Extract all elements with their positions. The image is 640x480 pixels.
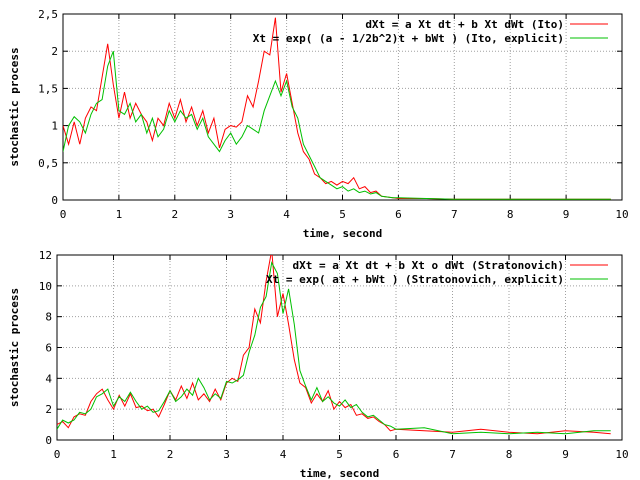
chart2-xtick-label-9: 9 xyxy=(562,448,569,461)
chart2-ytick-label-0: 0 xyxy=(45,434,52,447)
chart2-legend-label-2: Xt = exp( at + bWt ) (Stratonovich, expl… xyxy=(266,273,564,286)
chart1-xtick-label-3: 3 xyxy=(227,208,234,221)
chart2-ytick-label-1: 2 xyxy=(45,403,52,416)
chart2-xtick-label-4: 4 xyxy=(280,448,287,461)
chart1-xtick-label-4: 4 xyxy=(283,208,290,221)
chart2-ytick-label-3: 6 xyxy=(45,342,52,355)
chart2-xtick-label-6: 6 xyxy=(393,448,400,461)
chart2-xtick-label-1: 1 xyxy=(110,448,117,461)
chart1-ytick-label-3: 1,5 xyxy=(38,82,58,95)
chart1-xtick-label-1: 1 xyxy=(116,208,123,221)
chart2-ytick-label-4: 8 xyxy=(45,311,52,324)
chart1-xtick-label-9: 9 xyxy=(563,208,570,221)
chart1-xtick-label-10: 10 xyxy=(615,208,628,221)
chart1-xtick-label-6: 6 xyxy=(395,208,402,221)
chart1-legend-label-1: dXt = a Xt dt + b Xt dWt (Ito) xyxy=(365,18,564,31)
chart1-ytick-label-0: 0 xyxy=(51,194,58,207)
chart2-legend-label-1: dXt = a Xt dt + b Xt o dWt (Stratonovich… xyxy=(292,259,564,272)
chart2-xtick-label-5: 5 xyxy=(336,448,343,461)
chart2-ylabel: stochastic process xyxy=(8,288,21,407)
chart2-xtick-label-8: 8 xyxy=(506,448,513,461)
chart1-xtick-label-2: 2 xyxy=(171,208,178,221)
chart2-series-2-line xyxy=(57,261,611,435)
chart1-ylabel: stochastic process xyxy=(8,47,21,166)
chart1-xtick-label-7: 7 xyxy=(451,208,458,221)
chart1-xlabel: time, second xyxy=(303,227,382,240)
chart1-ytick-label-5: 2,5 xyxy=(38,8,58,21)
chart2-xtick-label-3: 3 xyxy=(223,448,230,461)
chart1-series-2-line xyxy=(63,51,611,200)
chart1-ytick-label-2: 1 xyxy=(51,120,58,133)
chart1-xtick-label-5: 5 xyxy=(339,208,346,221)
chart2-xtick-label-2: 2 xyxy=(167,448,174,461)
chart1-xtick-label-0: 0 xyxy=(60,208,67,221)
chart2-xtick-label-7: 7 xyxy=(449,448,456,461)
chart2-ytick-label-2: 4 xyxy=(45,372,52,385)
chart1-ytick-label-1: 0,5 xyxy=(38,157,58,170)
chart2-xtick-label-0: 0 xyxy=(54,448,61,461)
chart2-xlabel: time, second xyxy=(300,467,379,480)
chart1-ytick-label-4: 2 xyxy=(51,45,58,58)
chart1-legend-label-2: Xt = exp( (a - 1/2b^2)t + bWt ) (Ito, ex… xyxy=(253,32,564,45)
chart2-ytick-label-5: 10 xyxy=(39,280,52,293)
chart2-ytick-label-6: 12 xyxy=(39,249,52,262)
chart2-xtick-label-10: 10 xyxy=(615,448,628,461)
chart1-xtick-label-8: 8 xyxy=(507,208,514,221)
